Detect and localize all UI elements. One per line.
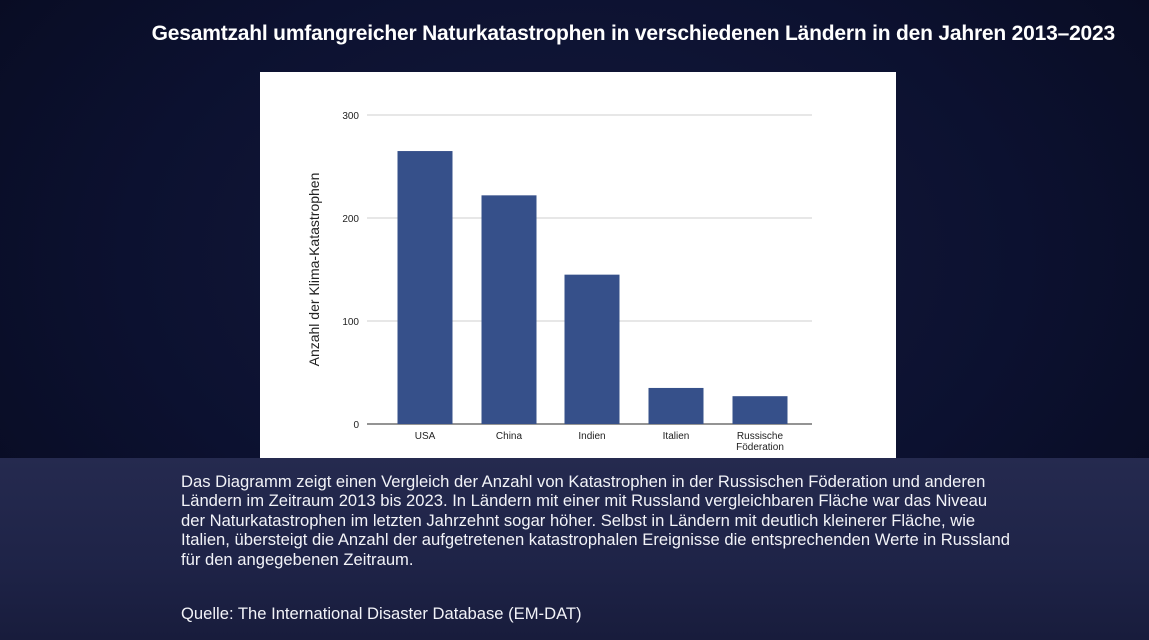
x-tick-label: China [496, 431, 523, 442]
bar-chart: 0 100 200 300 Anzahl der Klima-Katastrophen U… [306, 111, 812, 453]
source-text: Quelle: The International Disaster Datab… [181, 604, 582, 623]
y-tick-label: 0 [353, 420, 359, 431]
y-tick-label: 200 [342, 214, 359, 225]
bar [481, 195, 537, 424]
caption-text: Das Diagramm zeigt einen Vergleich der A… [181, 472, 1010, 569]
x-tick-label: Italien [663, 431, 690, 442]
page-title: Gesamtzahl umfangreicher Naturkatastroph… [151, 22, 1116, 45]
x-tick-label: Indien [578, 431, 605, 442]
x-tick-label: USA [415, 431, 436, 442]
bar [397, 151, 453, 425]
y-tick-label: 300 [342, 111, 359, 122]
y-tick-label: 100 [342, 317, 359, 328]
bar [732, 396, 788, 424]
bar [648, 387, 704, 424]
x-tick-label: Föderation [736, 442, 784, 453]
caption-block: Das Diagramm zeigt einen Vergleich der A… [181, 472, 1011, 569]
y-axis-title: Anzahl der Klima-Katastrophen [306, 173, 322, 367]
bar [564, 274, 620, 424]
chart-panel: 0 100 200 300 Anzahl der Klima-Katastrophen U… [260, 72, 896, 458]
caption-band [0, 458, 1149, 640]
x-tick-label: Russische [737, 431, 784, 442]
